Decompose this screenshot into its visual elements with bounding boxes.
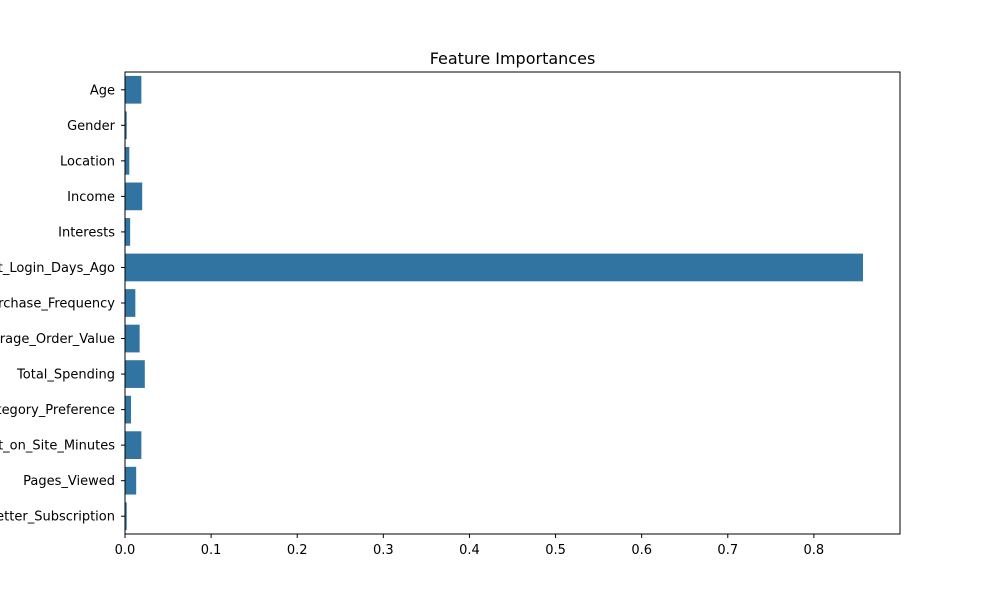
x-axis-ticks: 0.0 0.1 0.2 0.3 0.4 0.5 0.6 0.7 0.8	[115, 534, 825, 558]
bar-newsletter-subscription	[125, 502, 127, 531]
x-tick-label: 0.6	[631, 543, 652, 558]
y-tick-label: Last_Login_Days_Ago	[0, 261, 115, 276]
y-tick-label: Product_Category_Preference	[0, 403, 115, 418]
y-tick-label: Total_Spending	[16, 368, 115, 383]
y-axis-ticks: Age Gender Location Income Interests Last_Log…	[0, 83, 116, 524]
plot-frame	[124, 71, 901, 535]
y-tick-label: Average_Order_Value	[0, 332, 115, 347]
bar-product-category-preference	[125, 395, 132, 424]
bar-purchase-frequency	[125, 289, 136, 317]
bar-pages-viewed	[125, 466, 137, 495]
y-tick-label: Purchase_Frequency	[0, 297, 115, 312]
x-tick-label: 0.8	[804, 543, 825, 558]
bar-location	[125, 146, 130, 175]
x-tick-label: 0.1	[201, 543, 222, 558]
x-tick-label: 0.5	[545, 543, 566, 558]
bar-time-spent-on-site-minutes	[125, 431, 142, 460]
y-tick-label: Gender	[67, 119, 116, 134]
y-tick-label: Newsletter_Subscription	[0, 510, 115, 525]
y-tick-label: Pages_Viewed	[23, 474, 115, 489]
bar-total-spending	[125, 360, 145, 388]
x-tick-label: 0.3	[373, 543, 394, 558]
y-tick-label: Time_Spent_on_Site_Minutes	[0, 439, 115, 454]
chart-title: Feature Importances	[430, 49, 596, 68]
bar-average-order-value	[125, 324, 140, 353]
bar-last-login-days-ago	[125, 253, 863, 282]
x-tick-label: 0.2	[287, 543, 308, 558]
x-tick-label: 0.4	[459, 543, 480, 558]
bar-interests	[125, 218, 131, 246]
bar-gender	[125, 111, 127, 140]
y-tick-label: Age	[90, 83, 115, 98]
y-tick-label: Location	[60, 154, 115, 169]
y-tick-label: Interests	[58, 225, 115, 240]
x-tick-label: 0.7	[717, 543, 738, 558]
bars-group	[121, 75, 863, 531]
bar-age	[125, 75, 142, 104]
y-tick-label: Income	[67, 190, 115, 205]
x-tick-label: 0.0	[115, 543, 136, 558]
bar-income	[125, 182, 143, 211]
